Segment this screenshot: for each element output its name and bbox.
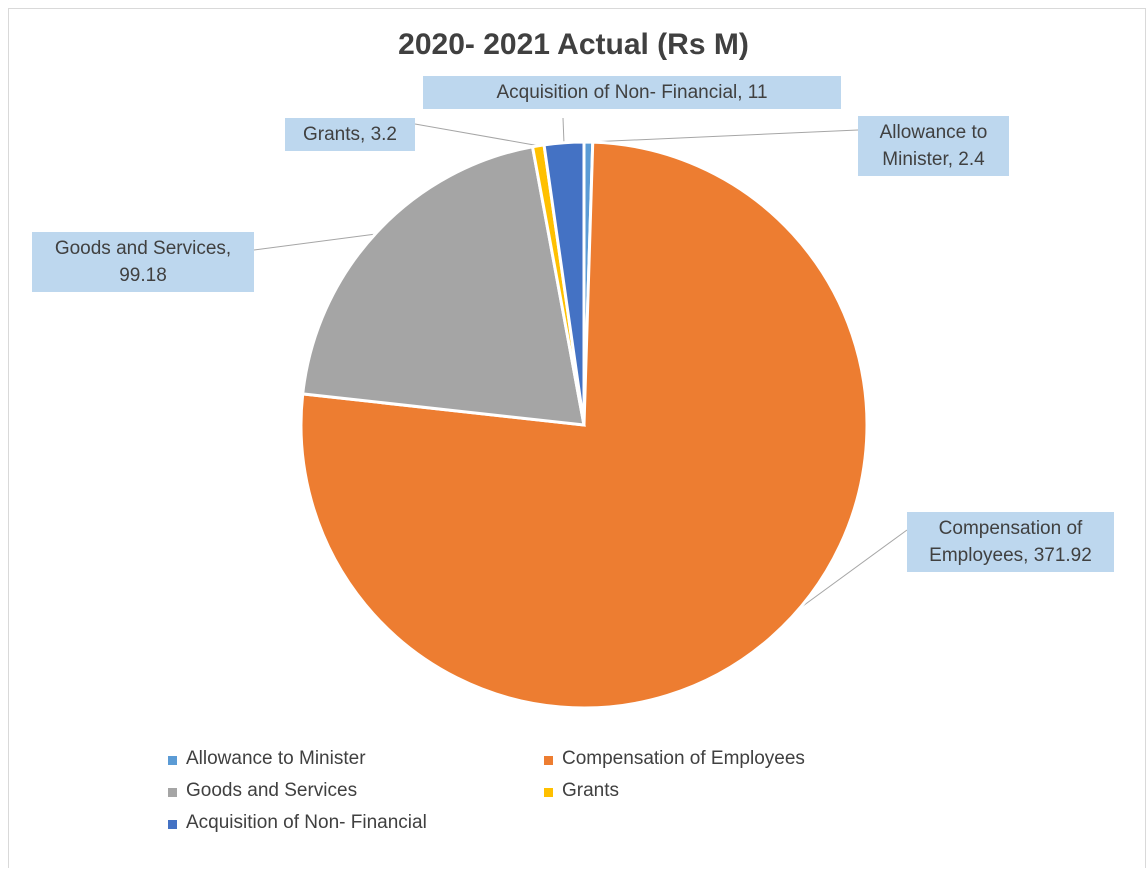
data-label-compensation: Compensation of Employees, 371.92 <box>907 512 1114 572</box>
leader-line-acquisition <box>562 117 565 143</box>
data-label-goods: Goods and Services, 99.18 <box>32 232 254 292</box>
chart-area <box>8 8 1146 868</box>
legend-swatch-allowance <box>168 756 177 765</box>
legend-swatch-compensation <box>544 756 553 765</box>
pie-slice-goods <box>301 144 586 427</box>
data-label-allowance: Allowance to Minister, 2.4 <box>858 116 1009 176</box>
leader-line-allowance <box>588 129 859 143</box>
legend-swatch-acquisition <box>168 820 177 829</box>
legend-label-goods: Goods and Services <box>186 780 358 801</box>
legend-swatch-grants <box>544 788 553 797</box>
legend-swatch-goods <box>168 788 177 797</box>
data-label-compensation-line-2: Employees, 371.92 <box>929 545 1092 566</box>
data-label-grants-line-1: Grants, 3.2 <box>303 124 397 145</box>
data-label-acquisition-line-1: Acquisition of Non- Financial, 11 <box>496 82 768 103</box>
leader-line-goods <box>253 233 377 251</box>
legend-label-allowance: Allowance to Minister <box>186 748 366 769</box>
pie-slices <box>299 140 869 710</box>
legend-label-compensation: Compensation of Employees <box>562 748 805 769</box>
data-label-allowance-line-1: Allowance to <box>879 122 988 143</box>
data-label-goods-line-2: 99.18 <box>119 265 167 286</box>
data-label-compensation-line-1: Compensation of <box>938 518 1083 539</box>
legend-label-grants: Grants <box>562 780 620 801</box>
legend-label-acquisition: Acquisition of Non- Financial <box>186 812 427 833</box>
leader-line-grants <box>414 123 539 147</box>
data-label-allowance-line-2: Minister, 2.4 <box>882 149 985 170</box>
data-label-acquisition: Acquisition of Non- Financial, 11 <box>423 76 841 109</box>
data-label-grants: Grants, 3.2 <box>285 118 415 151</box>
chart-title: 2020- 2021 Actual (Rs M) <box>398 28 749 61</box>
data-label-goods-line-1: Goods and Services, <box>54 238 232 259</box>
pie-slice-acquisition <box>542 140 586 426</box>
